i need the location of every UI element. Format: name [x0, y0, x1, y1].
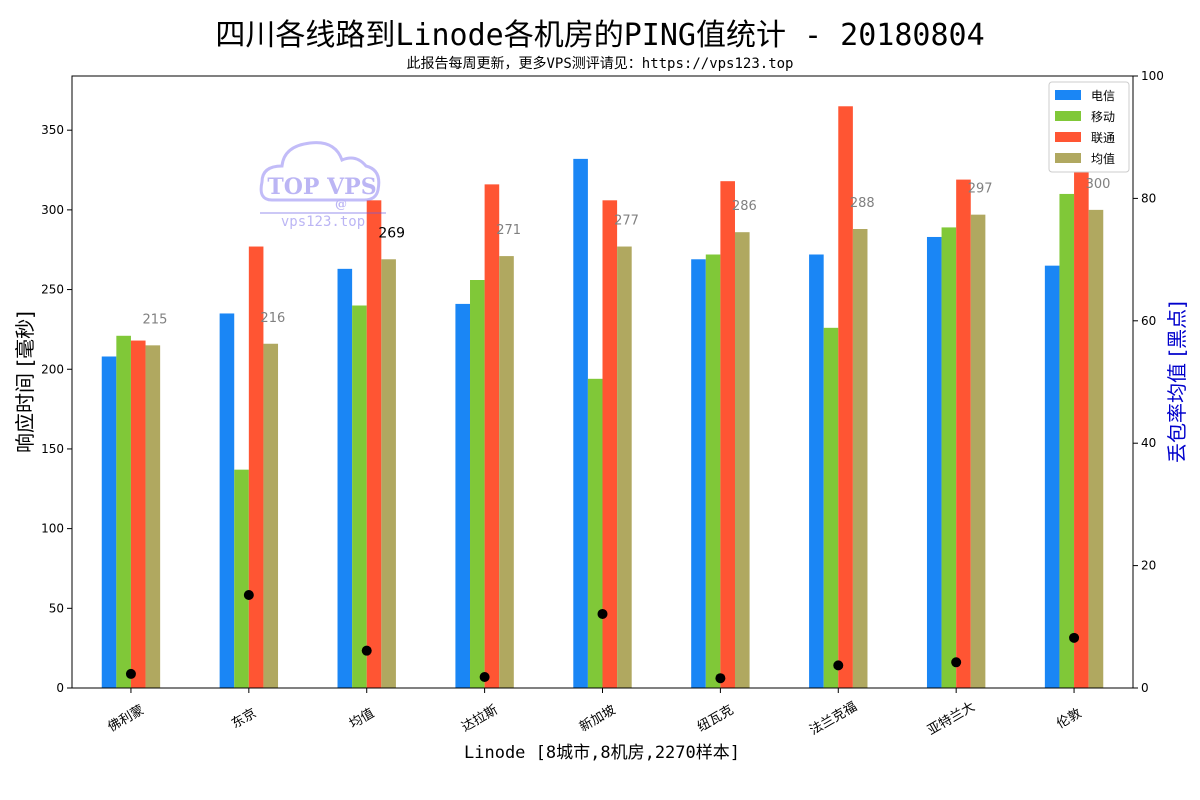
packet-loss-dot-东京	[244, 590, 254, 600]
x-tick-label-伦敦: 伦敦	[1054, 705, 1085, 732]
y2-tick-label-60: 60	[1141, 314, 1156, 328]
bar-纽瓦克-移动	[706, 255, 721, 689]
watermark-at: @	[335, 197, 347, 211]
bar-亚特兰大-联通	[956, 180, 971, 688]
bar-佛利蒙-移动	[116, 336, 131, 688]
watermark-brand: TOP VPS	[267, 174, 376, 200]
legend-label-移动: 移动	[1091, 110, 1115, 124]
legend-label-电信: 电信	[1091, 89, 1115, 103]
x-tick-label-佛利蒙: 佛利蒙	[106, 703, 147, 735]
bar-新加坡-均值	[617, 247, 632, 688]
avg-label-东京: 216	[260, 311, 285, 326]
bar-均值-电信	[338, 269, 353, 688]
bar-东京-均值	[263, 344, 278, 688]
avg-label-新加坡: 277	[614, 214, 639, 229]
bar-均值-移动	[352, 306, 367, 689]
x-tick-label-东京: 东京	[229, 706, 259, 732]
packet-loss-dot-佛利蒙	[126, 669, 136, 679]
bar-均值-联通	[367, 200, 382, 688]
bar-纽瓦克-联通	[720, 181, 735, 688]
avg-label-佛利蒙: 215	[143, 312, 168, 327]
y-tick-label-200: 200	[41, 362, 64, 376]
packet-loss-dot-均值	[362, 646, 372, 656]
x-tick-label-亚特兰大: 亚特兰大	[925, 699, 978, 738]
y2-axis-label: 丢包率均值 [黑点]	[1165, 301, 1189, 463]
bar-达拉斯-移动	[470, 280, 485, 688]
y2-tick-label-40: 40	[1141, 436, 1156, 450]
bar-法兰克福-联通	[838, 106, 853, 688]
y-tick-label-0: 0	[56, 681, 64, 695]
avg-label-亚特兰大: 297	[968, 182, 993, 197]
bar-亚特兰大-均值	[971, 215, 986, 688]
bar-伦敦-移动	[1059, 194, 1074, 688]
y-tick-label-50: 50	[49, 601, 64, 615]
x-axis-label: Linode [8城市,8机房,2270样本]	[464, 743, 740, 763]
x-tick-label-达拉斯: 达拉斯	[459, 703, 500, 735]
avg-label-法兰克福: 288	[850, 196, 875, 211]
y-tick-label-150: 150	[41, 442, 64, 456]
packet-loss-dot-亚特兰大	[951, 657, 961, 667]
y2-tick-label-20: 20	[1141, 559, 1156, 573]
bar-法兰克福-电信	[809, 255, 824, 689]
legend-label-均值: 均值	[1091, 151, 1115, 166]
x-tick-label-纽瓦克: 纽瓦克	[695, 703, 736, 735]
bar-亚特兰大-电信	[927, 237, 942, 688]
y-tick-label-250: 250	[41, 283, 64, 297]
packet-loss-dot-新加坡	[598, 609, 608, 619]
bar-达拉斯-电信	[455, 304, 470, 688]
legend-swatch-联通	[1055, 132, 1081, 142]
bar-伦敦-联通	[1074, 162, 1089, 688]
bar-法兰克福-均值	[853, 229, 868, 688]
legend-swatch-移动	[1055, 111, 1081, 121]
y-axis-label: 响应时间 [毫秒]	[13, 311, 37, 453]
packet-loss-dot-纽瓦克	[715, 673, 725, 683]
bar-伦敦-均值	[1089, 210, 1104, 688]
y2-tick-label-100: 100	[1141, 69, 1164, 83]
y-tick-label-300: 300	[41, 203, 64, 217]
bar-达拉斯-联通	[485, 184, 500, 688]
bar-东京-电信	[220, 313, 235, 688]
legend-swatch-均值	[1055, 153, 1081, 163]
bar-纽瓦克-均值	[735, 232, 750, 688]
bar-佛利蒙-联通	[131, 341, 146, 688]
packet-loss-dot-达拉斯	[480, 672, 490, 682]
bar-亚特兰大-移动	[942, 227, 957, 688]
watermark-site: vps123.top	[281, 214, 365, 230]
bar-佛利蒙-均值	[146, 345, 161, 688]
bar-均值-均值	[381, 259, 396, 688]
bar-新加坡-移动	[588, 379, 603, 688]
bar-佛利蒙-电信	[102, 357, 117, 689]
y2-tick-label-80: 80	[1141, 191, 1156, 205]
bars-layer: 215 216 269 271 277 286 288 297 300	[102, 106, 1111, 688]
y-tick-label-100: 100	[41, 522, 64, 536]
bar-达拉斯-均值	[499, 256, 514, 688]
x-tick-label-均值: 均值	[346, 705, 377, 732]
y2-tick-label-0: 0	[1141, 681, 1149, 695]
bar-法兰克福-移动	[824, 328, 839, 688]
avg-label-伦敦: 300	[1086, 177, 1111, 192]
bar-伦敦-电信	[1045, 266, 1060, 688]
bar-东京-移动	[234, 470, 249, 688]
avg-label-纽瓦克: 286	[732, 199, 757, 214]
legend-swatch-电信	[1055, 90, 1081, 100]
x-tick-label-法兰克福: 法兰克福	[807, 699, 860, 738]
bar-新加坡-电信	[573, 159, 588, 688]
bar-纽瓦克-电信	[691, 259, 706, 688]
x-tick-label-新加坡: 新加坡	[577, 702, 619, 735]
avg-label-达拉斯: 271	[496, 223, 521, 238]
y-tick-label-350: 350	[41, 123, 64, 137]
packet-loss-dot-法兰克福	[833, 660, 843, 670]
avg-label-均值: 269	[378, 225, 405, 241]
legend-label-联通: 联通	[1091, 131, 1115, 145]
packet-loss-dot-伦敦	[1069, 633, 1079, 643]
